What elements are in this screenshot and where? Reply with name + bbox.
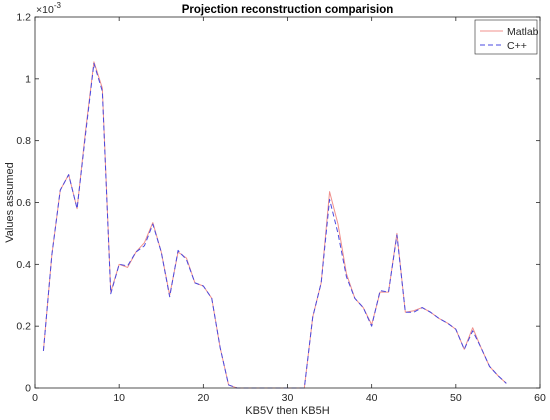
x-tick-label: 30 xyxy=(282,392,294,404)
y-tick-label: 1.2 xyxy=(16,12,31,24)
y-exponent-label: ×10-3 xyxy=(36,1,61,16)
chart-title: Projection reconstruction comparision xyxy=(182,4,394,16)
x-tick-label: 50 xyxy=(450,392,462,404)
y-axis-label: Values assumed xyxy=(4,162,16,243)
y-exponent-base: ×10 xyxy=(36,4,54,16)
y-tick-label: 0 xyxy=(25,383,31,395)
y-tick-label: 0.2 xyxy=(16,321,31,333)
y-exponent-power: -3 xyxy=(54,1,62,10)
x-tick-label: 0 xyxy=(32,392,38,404)
x-tick-label: 60 xyxy=(534,392,546,404)
legend-box xyxy=(474,19,538,55)
y-tick-label: 0.6 xyxy=(16,197,31,209)
x-axis-label: KB5V then KB5H xyxy=(245,405,329,417)
x-tick-label: 40 xyxy=(366,392,378,404)
ticks-layer: 0 10 20 30 40 50 60 0 0.2 0.4 0.6 0.8 1 1.2 xyxy=(16,12,546,405)
y-tick-label: 1 xyxy=(25,73,31,85)
legend-label-matlab: Matlab xyxy=(507,26,539,38)
legend: Matlab C++ xyxy=(474,19,539,55)
x-tick-label: 10 xyxy=(113,392,125,404)
x-tick-label: 20 xyxy=(197,392,209,404)
series-line-c xyxy=(42,62,507,389)
legend-label-cpp: C++ xyxy=(507,40,527,52)
plot-area xyxy=(35,17,540,388)
y-tick-label: 0.8 xyxy=(16,135,31,147)
y-tick-label: 0.4 xyxy=(16,259,31,271)
